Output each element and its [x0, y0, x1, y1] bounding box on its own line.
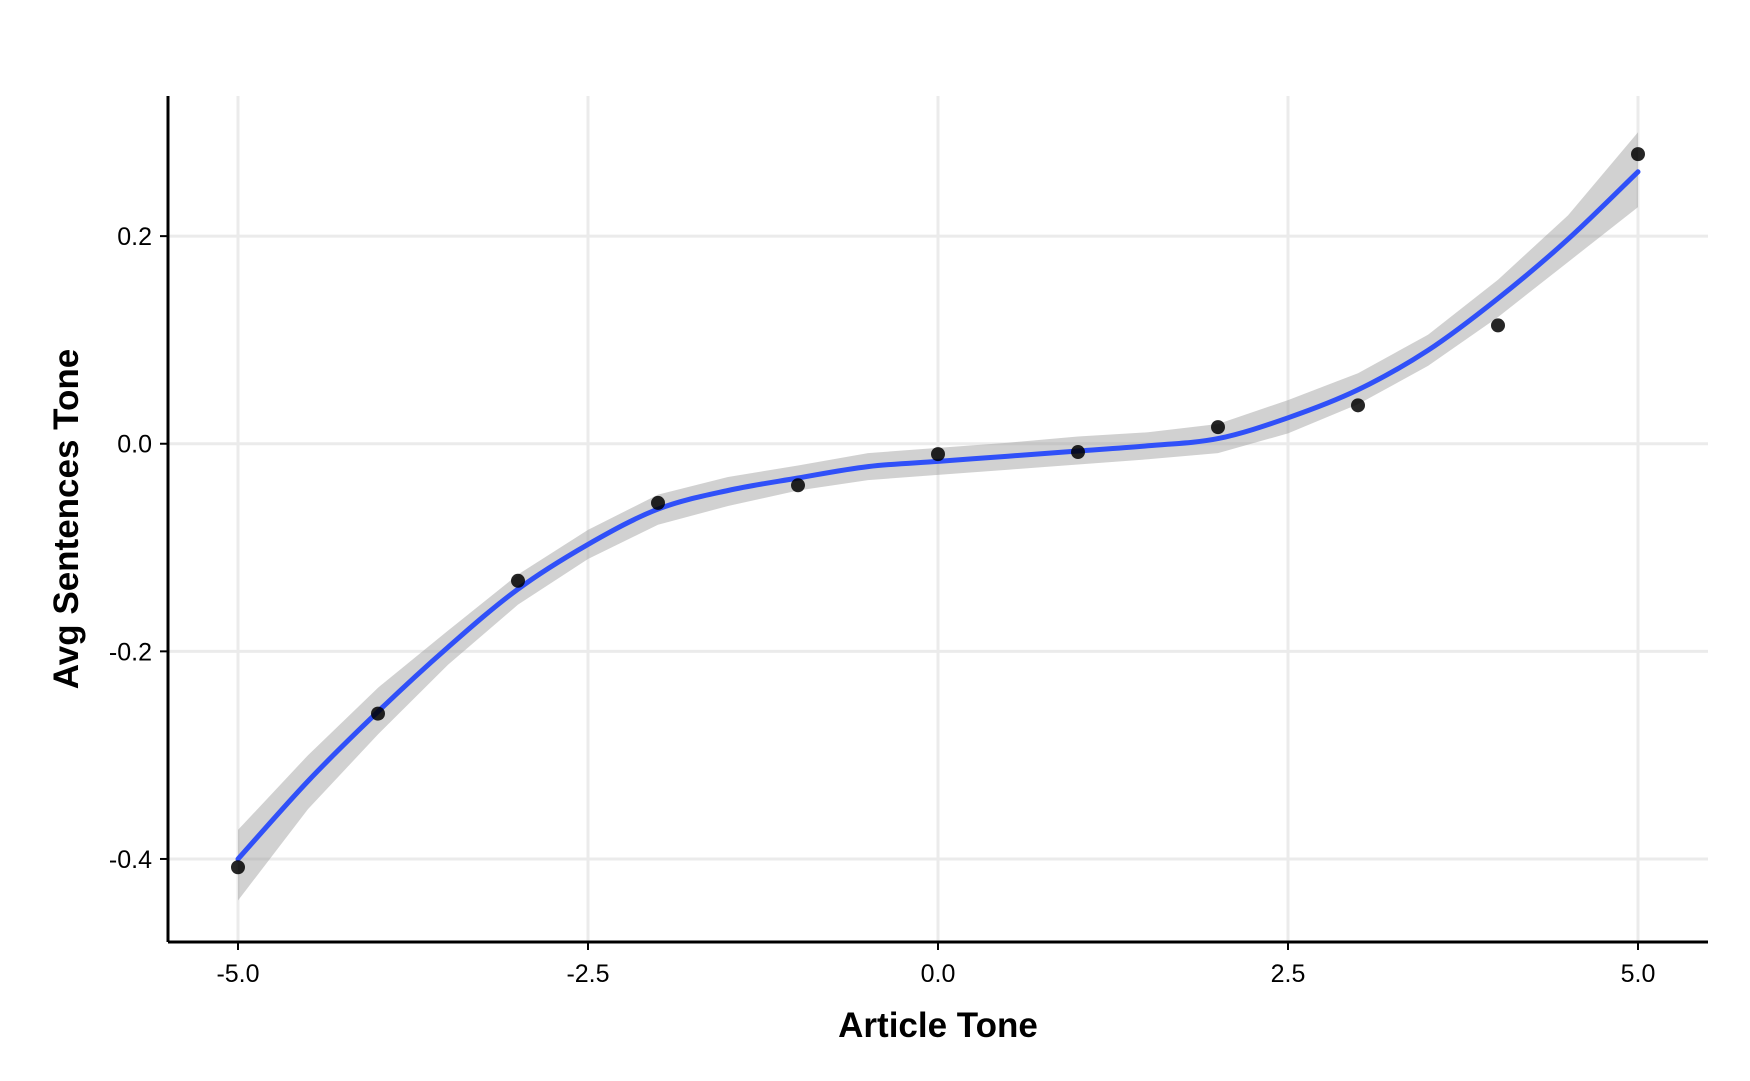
y-tick-label-3: 0.2 — [117, 223, 152, 251]
smooth-line-layer — [235, 169, 1641, 862]
x-tick-label-4: 5.0 — [1621, 960, 1656, 988]
data-point-6 — [1071, 445, 1085, 460]
y-axis-title: Avg Sentences Tone — [47, 349, 86, 689]
data-point-1 — [371, 706, 385, 721]
y-tick-label-2: 0.0 — [117, 431, 152, 459]
data-point-2 — [511, 573, 525, 588]
smooth-line — [235, 169, 1641, 862]
data-point-4 — [791, 478, 805, 493]
x-tick-label-3: 2.5 — [1271, 960, 1306, 988]
x-tick-label-1: -2.5 — [566, 960, 609, 988]
x-tick-label-0: -5.0 — [216, 960, 259, 988]
x-axis-ticks: -5.0 -2.5 0.0 2.5 5.0 — [216, 942, 1655, 988]
y-tick-label-1: -0.2 — [109, 638, 152, 666]
data-point-10 — [1631, 147, 1645, 162]
x-axis-title: Article Tone — [838, 1006, 1038, 1045]
data-point-5 — [931, 447, 945, 462]
data-point-8 — [1351, 398, 1365, 413]
grid-lines — [168, 96, 1708, 942]
data-point-7 — [1211, 420, 1225, 435]
y-axis-ticks: -0.4 -0.2 0.0 0.2 — [109, 223, 168, 874]
data-point-3 — [651, 495, 665, 510]
data-point-9 — [1491, 318, 1505, 333]
data-point-0 — [231, 860, 245, 875]
data-points-layer — [231, 147, 1645, 875]
x-tick-label-2: 0.0 — [921, 960, 956, 988]
y-tick-label-0: -0.4 — [109, 846, 152, 874]
